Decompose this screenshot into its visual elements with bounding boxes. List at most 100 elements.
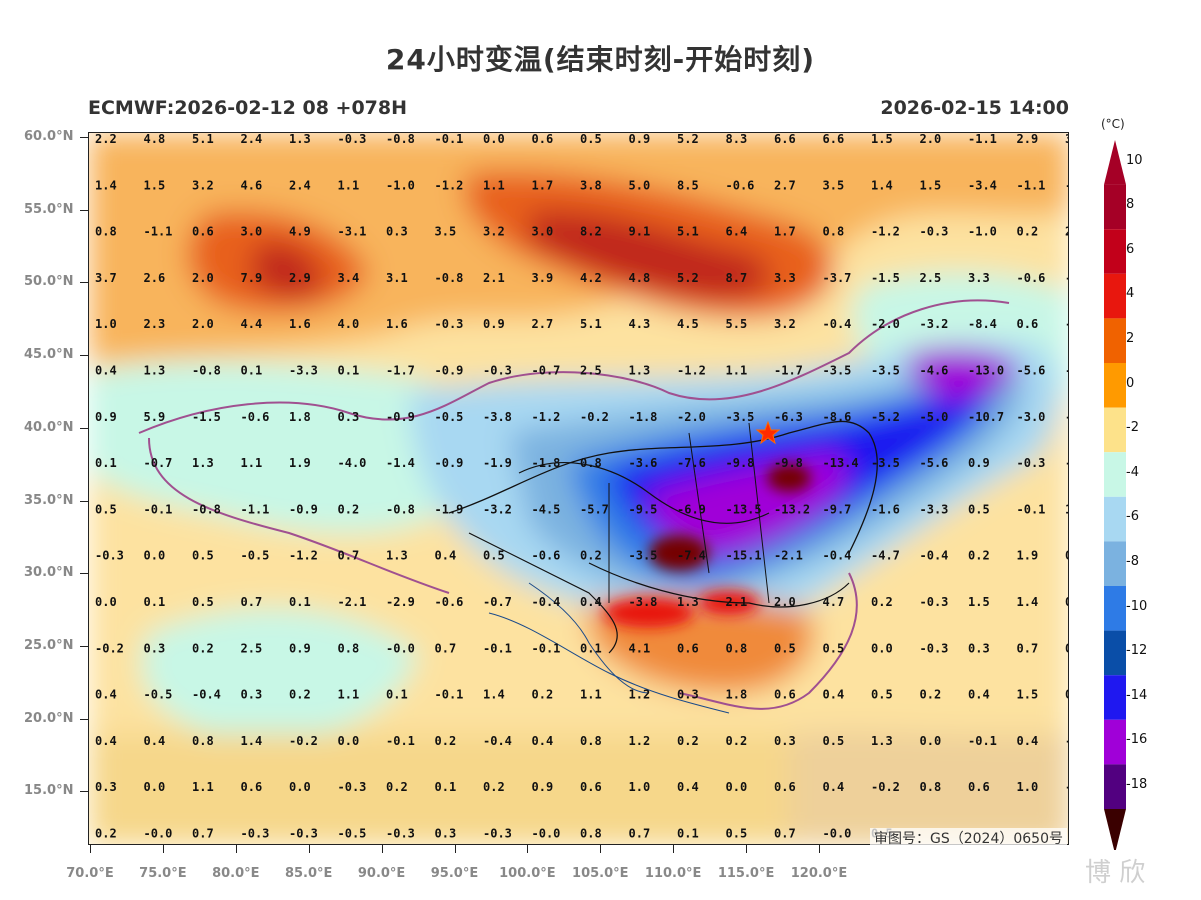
colorbar-tick-label: 6 (1126, 241, 1135, 257)
grid-value: 5.1 (192, 133, 214, 146)
grid-value: -0.1 (144, 502, 173, 516)
lat-tick (80, 137, 88, 138)
grid-value: 1.5 (144, 178, 166, 192)
lat-tick-label: 45.0°N (24, 347, 74, 363)
grid-value: 0.5 (95, 502, 117, 516)
grid-value: 2.4 (289, 178, 311, 192)
grid-value: 0.8 (726, 641, 748, 655)
grid-value: 5.9 (144, 410, 166, 424)
grid-value: -0.1 (435, 133, 464, 146)
star-icon (755, 420, 781, 445)
grid-value: -0.3 (1065, 734, 1069, 748)
grid-value: 0.6 (677, 641, 699, 655)
grid-value: 3.3 (968, 271, 990, 285)
grid-value: 0.0 (144, 780, 166, 794)
grid-value: 1.2 (629, 734, 651, 748)
grid-value: -1.2 (435, 178, 464, 192)
colorbar-tick-label: -14 (1126, 687, 1148, 703)
grid-value: 7.9 (241, 271, 263, 285)
grid-value: 2.1 (483, 271, 505, 285)
grid-value: 1.8 (289, 410, 311, 424)
grid-value: -5.6 (1017, 364, 1046, 378)
grid-value: 0.5 (871, 688, 893, 702)
colorbar-segment (1104, 318, 1126, 363)
grid-value: 0.0 (871, 641, 893, 655)
grid-value: -0.6 (532, 549, 561, 563)
grid-value: -0.2 (1065, 780, 1069, 794)
grid-value: 1.5 (1017, 688, 1039, 702)
grid-value: -1.2 (677, 364, 706, 378)
lon-tick (162, 845, 164, 853)
grid-value: 0.2 (726, 734, 748, 748)
grid-value: 0.4 (144, 734, 166, 748)
grid-value: -0.2 (871, 780, 900, 794)
grid-value: -4.0 (338, 456, 367, 470)
grid-value: 1.1 (580, 688, 602, 702)
grid-value: 1.0 (95, 317, 117, 331)
grid-value: -0.1 (1017, 502, 1046, 516)
grid-value: 1.1 (338, 688, 360, 702)
lon-tick-label: 105.0°E (572, 866, 629, 881)
lat-tick (80, 718, 88, 720)
grid-value: -0.0 (532, 827, 561, 841)
grid-value: -3.0 (1017, 410, 1046, 424)
grid-value: 2.6 (144, 271, 166, 285)
grid-value: 8.3 (726, 133, 748, 146)
grid-value: 0.2 (192, 641, 214, 655)
grid-value: 3.8 (1065, 133, 1069, 146)
grid-value: 2.5 (241, 641, 263, 655)
grid-value: 0.5 (192, 595, 214, 609)
grid-value: 3.4 (338, 271, 360, 285)
grid-value: 1.4 (241, 734, 263, 748)
grid-value: 0.0 (338, 734, 360, 748)
grid-value: 0.2 (871, 595, 893, 609)
grid-value: 0.0 (95, 595, 117, 609)
grid-value: 4.7 (823, 595, 845, 609)
grid-value: 1.7 (774, 225, 796, 239)
grid-value: 0.7 (338, 549, 360, 563)
grid-value: -1.9 (435, 502, 464, 516)
grid-value: 0.9 (1065, 595, 1069, 609)
colorbar-tick-label: -16 (1126, 732, 1148, 748)
lat-tick-label: 40.0°N (24, 419, 74, 435)
grid-value: 4.0 (338, 317, 360, 331)
grid-value: -3.5 (726, 410, 755, 424)
grid-value: -1.1 (968, 133, 997, 146)
lon-tick (308, 845, 310, 853)
grid-value: 3.2 (192, 178, 214, 192)
grid-value: -0.3 (920, 641, 949, 655)
grid-value: 2.4 (241, 133, 263, 146)
grid-value: 0.4 (580, 595, 602, 609)
regional-patches (604, 464, 811, 628)
grid-value: -7.4 (677, 549, 706, 563)
grid-value: 2.0 (192, 271, 214, 285)
lon-tick (819, 845, 820, 853)
grid-value: -0.5 (241, 549, 270, 563)
grid-value: -0.2 (289, 734, 318, 748)
grid-value: -5.6 (920, 456, 949, 470)
grid-value: 0.1 (386, 688, 408, 702)
grid-value: -0.4 (483, 734, 512, 748)
grid-value: 0.1 (144, 595, 166, 609)
colorbar-segment (1104, 273, 1126, 319)
grid-value: -0.7 (532, 364, 561, 378)
colorbar-tick-label: -8 (1126, 554, 1139, 569)
grid-value: 1.4 (871, 178, 893, 192)
grid-value: 0.5 (823, 734, 845, 748)
lon-tick-label: 90.0°E (357, 866, 406, 881)
station-values: 2.2 4.8 5.1 2.4 1.3 -0.3 -0.8 -0.1 0.0 0.6 0.5 0.9 5… (95, 133, 1069, 841)
grid-value: -2.9 (386, 595, 415, 609)
grid-value: 4.8 (629, 271, 651, 285)
grid-value: -0.5 (144, 688, 173, 702)
grid-value: -1.8 (532, 456, 561, 470)
lat-tick-label: 60.0°N (24, 129, 74, 144)
grid-value: 3.7 (95, 271, 117, 285)
grid-value: -1.1 (144, 225, 173, 239)
grid-value: -0.8 (435, 271, 464, 285)
grid-value: -0.5 (435, 410, 464, 424)
grid-value: 9.1 (629, 225, 651, 239)
grid-value: -9.8 (774, 456, 803, 470)
grid-value: 0.7 (1017, 641, 1039, 655)
lat-tick-label: 55.0°N (24, 201, 74, 217)
grid-value: -0.8 (386, 133, 415, 146)
